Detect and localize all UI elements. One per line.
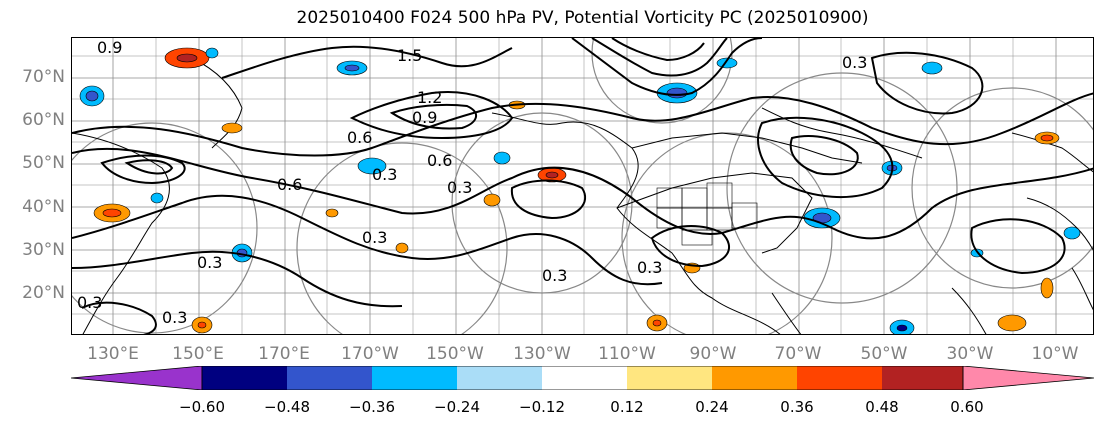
contour-label: 0.6 (347, 128, 372, 147)
colorbar-segment (372, 366, 457, 390)
colorbar-segment (627, 366, 712, 390)
contour-label: 0.9 (97, 38, 122, 57)
colorbar-tick: 0.12 (610, 398, 644, 416)
lon-label-130e: 130°E (87, 344, 139, 364)
lon-label-50w: 50°W (860, 344, 908, 364)
colorbar-segment (457, 366, 542, 390)
lat-label-50n: 50°N (22, 153, 65, 173)
contour-label: 0.3 (162, 308, 187, 327)
colorbar-segment (797, 366, 882, 390)
contour-labels: 0.9 1.5 1.2 0.9 0.6 0.6 0.6 0.3 0.3 0.3 … (77, 38, 867, 327)
contour-label: 0.3 (637, 258, 662, 277)
lon-label-70w: 70°W (774, 344, 822, 364)
colorbar-tick: −0.24 (434, 398, 480, 416)
contour-label: 0.3 (372, 165, 397, 184)
graticule (72, 38, 1093, 334)
lon-label-170e: 170°E (258, 344, 310, 364)
contour-label: 0.3 (77, 293, 102, 312)
colorbar-tick: −0.36 (349, 398, 395, 416)
lon-label-110w: 110°W (598, 344, 656, 364)
colorbar-tick: 0.60 (950, 398, 984, 416)
colorbar-segment (712, 366, 797, 390)
lat-label-60n: 60°N (22, 110, 65, 130)
lat-label-30n: 30°N (22, 240, 65, 260)
pv-map-canvas: 0.9 1.5 1.2 0.9 0.6 0.6 0.6 0.3 0.3 0.3 … (72, 38, 1093, 334)
colorbar-tick: 0.24 (695, 398, 729, 416)
colorbar-extend-low (71, 366, 203, 390)
contour-label: 1.5 (397, 46, 422, 65)
colorbar-segment (882, 366, 963, 390)
contour-label: 0.3 (362, 228, 387, 247)
lon-label-170w: 170°W (341, 344, 399, 364)
colorbar-segment (202, 366, 287, 390)
pv-map-panel[interactable]: 0.9 1.5 1.2 0.9 0.6 0.6 0.6 0.3 0.3 0.3 … (71, 37, 1094, 335)
lat-label-20n: 20°N (22, 283, 65, 303)
colorbar-tick: 0.48 (865, 398, 899, 416)
contour-label: 0.6 (277, 175, 302, 194)
pv-contours (72, 38, 1093, 334)
state-boundaries (656, 182, 758, 246)
colorbar (71, 366, 1094, 390)
coastlines (72, 57, 1093, 334)
lat-label-40n: 40°N (22, 197, 65, 217)
lon-label-90w: 90°W (689, 344, 737, 364)
colorbar-extend-high (962, 366, 1094, 390)
colorbar-tick: −0.12 (519, 398, 565, 416)
contour-label: 0.6 (427, 151, 452, 170)
lon-label-10w: 10°W (1031, 344, 1079, 364)
contour-label: 0.3 (447, 178, 472, 197)
contour-label: 0.9 (412, 108, 437, 127)
pv-shading (79, 47, 1081, 334)
range-circles (72, 38, 1093, 334)
lat-label-70n: 70°N (22, 67, 65, 87)
lon-label-150w: 150°W (426, 344, 484, 364)
colorbar-segment (287, 366, 372, 390)
lon-label-150e: 150°E (172, 344, 224, 364)
contour-label: 0.3 (842, 53, 867, 72)
colorbar-tick: −0.60 (179, 398, 225, 416)
colorbar-segment (542, 366, 627, 390)
contour-label: 1.2 (417, 88, 442, 107)
lon-label-130w: 130°W (513, 344, 571, 364)
colorbar-tick: −0.48 (264, 398, 310, 416)
contour-label: 0.3 (197, 253, 222, 272)
lon-label-30w: 30°W (946, 344, 994, 364)
contour-label: 0.3 (542, 266, 567, 285)
map-title: 2025010400 F024 500 hPa PV, Potential Vo… (296, 8, 869, 28)
colorbar-tick: 0.36 (780, 398, 814, 416)
